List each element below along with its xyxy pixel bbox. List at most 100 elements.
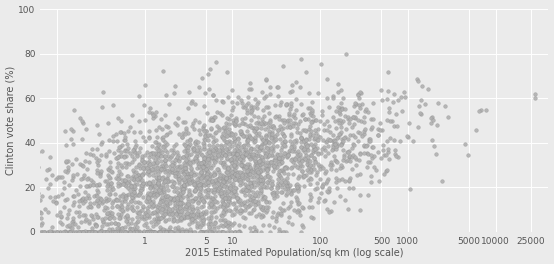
Point	[306, 192, 315, 196]
Point	[290, 157, 299, 162]
Point	[362, 151, 371, 155]
Point	[253, 178, 261, 182]
Point	[127, 184, 136, 188]
Point	[143, 230, 152, 234]
Point	[133, 220, 142, 224]
Point	[174, 209, 183, 213]
Point	[249, 170, 258, 175]
Point	[306, 176, 315, 180]
Point	[154, 191, 163, 196]
Point	[170, 151, 178, 155]
Point	[196, 170, 205, 175]
Point	[314, 196, 323, 201]
Point	[182, 215, 191, 219]
Point	[230, 167, 239, 172]
Point	[331, 176, 340, 180]
Point	[287, 83, 296, 88]
Point	[198, 160, 207, 164]
Point	[187, 173, 196, 177]
Point	[224, 208, 233, 213]
Point	[233, 156, 242, 160]
Point	[167, 153, 176, 157]
Point	[157, 136, 166, 140]
Point	[255, 180, 264, 184]
Point	[267, 153, 276, 157]
Point	[159, 230, 168, 234]
Point	[118, 192, 127, 196]
Point	[266, 186, 275, 191]
Point	[161, 168, 170, 172]
Point	[93, 194, 102, 198]
Point	[112, 198, 121, 202]
Point	[245, 155, 254, 159]
Point	[108, 185, 117, 189]
Point	[298, 169, 307, 173]
Point	[117, 130, 126, 134]
Point	[107, 221, 116, 225]
Point	[198, 209, 207, 214]
Point	[220, 153, 229, 157]
Point	[232, 191, 241, 196]
Point	[163, 229, 172, 234]
Point	[346, 133, 355, 138]
Point	[334, 90, 342, 95]
Point	[293, 165, 301, 169]
Point	[80, 213, 89, 218]
Point	[148, 151, 157, 155]
Point	[149, 230, 158, 234]
Point	[151, 114, 160, 119]
Point	[360, 142, 369, 147]
Point	[212, 167, 221, 171]
Point	[86, 178, 95, 182]
Point	[152, 208, 161, 212]
Point	[130, 129, 138, 134]
Point	[384, 89, 393, 93]
Point	[105, 165, 114, 169]
Point	[227, 171, 236, 175]
Point	[114, 177, 122, 181]
Point	[110, 230, 119, 234]
Point	[163, 230, 172, 234]
Point	[238, 158, 247, 162]
Point	[185, 143, 194, 147]
Point	[43, 230, 52, 234]
Point	[195, 192, 204, 196]
Point	[153, 172, 162, 176]
Point	[299, 173, 308, 177]
Point	[220, 126, 229, 131]
Point	[98, 140, 106, 144]
Point	[243, 177, 252, 181]
Point	[240, 216, 249, 220]
Point	[126, 230, 135, 234]
Point	[231, 153, 240, 157]
Point	[105, 197, 114, 201]
Point	[148, 201, 157, 205]
Point	[228, 100, 237, 104]
Point	[121, 230, 130, 234]
Point	[219, 163, 228, 167]
Point	[363, 110, 372, 114]
Y-axis label: Clinton vote share (%): Clinton vote share (%)	[6, 66, 16, 175]
Point	[273, 152, 282, 156]
Point	[361, 109, 370, 113]
Point	[121, 215, 130, 219]
Point	[213, 167, 222, 172]
Point	[270, 126, 279, 130]
Point	[159, 214, 168, 219]
Point	[26, 230, 35, 234]
Point	[319, 128, 328, 132]
Point	[326, 209, 335, 213]
Point	[102, 222, 111, 227]
Point	[307, 153, 316, 157]
Point	[243, 108, 252, 112]
Point	[234, 199, 243, 203]
Point	[250, 171, 259, 175]
Point	[273, 132, 281, 136]
Point	[185, 174, 194, 178]
Point	[157, 126, 166, 131]
Point	[253, 153, 262, 157]
Point	[176, 164, 185, 168]
Point	[60, 180, 69, 185]
Point	[161, 153, 170, 158]
Point	[26, 207, 35, 211]
